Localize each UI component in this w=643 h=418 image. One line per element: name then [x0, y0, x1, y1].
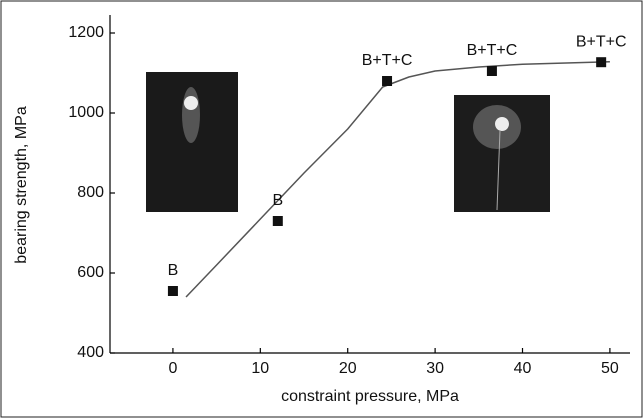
point-label: B+T+C — [467, 42, 518, 59]
x-tick-label: 40 — [514, 360, 532, 377]
point — [382, 76, 393, 86]
y-tick-label: 800 — [77, 184, 104, 201]
photo-left — [146, 72, 238, 212]
x-tick-label: 20 — [339, 360, 357, 377]
point-label: B+T+C — [362, 52, 413, 69]
point-label: B — [168, 262, 179, 279]
y-tick-label: 400 — [77, 344, 104, 361]
point-label: B+T+C — [576, 33, 627, 50]
x-tick-label: 0 — [168, 360, 177, 377]
x-tick-label: 30 — [426, 360, 444, 377]
point — [486, 66, 497, 76]
point — [272, 216, 283, 226]
point — [167, 286, 178, 296]
y-tick-label: 1200 — [68, 24, 104, 41]
y-axis-label: bearing strength, MPa — [13, 106, 30, 264]
point-label: B — [272, 192, 283, 209]
y-tick-label: 1000 — [68, 104, 104, 121]
y-tick-label: 600 — [77, 264, 104, 281]
x-tick-label: 50 — [601, 360, 619, 377]
point — [596, 57, 607, 68]
x-tick-label: 10 — [251, 360, 269, 377]
x-axis-label: constraint pressure, MPa — [281, 388, 459, 405]
photo-right — [454, 95, 550, 212]
